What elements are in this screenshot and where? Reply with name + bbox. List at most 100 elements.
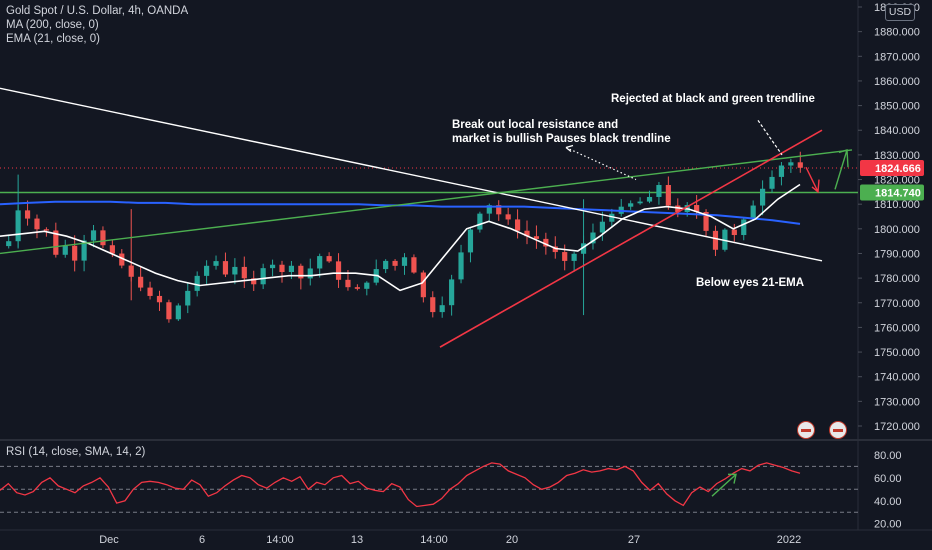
candle-body [477,213,483,230]
candle-body [458,252,464,280]
candle-body [34,218,40,230]
candle-body [562,252,568,261]
candle-body [505,214,511,220]
candle-body [656,185,662,197]
rsi-line [0,462,801,508]
candle-body [335,261,342,280]
candle-body [430,297,436,313]
candle-body [731,229,737,236]
price-tick-label: 1850.000 [874,101,920,113]
us-flag-icon[interactable] [797,421,815,439]
candle-body [543,238,549,247]
candle-body [646,196,653,202]
candle-body [797,162,803,168]
candle-body [119,253,125,266]
time-tick-label: 13 [351,534,363,546]
price-tick-label: 1810.000 [874,199,920,211]
candle-body [467,229,474,253]
us-flag-icon[interactable] [829,421,847,439]
candle-body [703,211,709,231]
time-tick-label: Dec [99,534,119,546]
candle-body [628,203,634,207]
candle-body [269,264,276,269]
rsi-tick-label: 60.00 [874,473,902,485]
candle-body [712,230,719,250]
candle-body [6,241,12,247]
candle-body [675,205,681,213]
price-tick-label: 1760.000 [874,322,920,334]
candle-body [401,257,408,266]
candle-body [147,287,153,296]
candle-body [326,256,332,262]
annotation-below-ema[interactable]: Below eyes 21-EMA [696,277,805,289]
time-tick-label: 20 [506,534,518,546]
time-tick-label: 14:00 [266,534,294,546]
time-tick-label: 27 [628,534,640,546]
candle-body [599,221,605,233]
candle-body [156,295,163,303]
candle-body [392,260,398,266]
candle-body [665,185,671,206]
current-price-tag-label: 1824.666 [875,163,921,175]
candle-body [486,205,492,214]
candle-body [750,205,756,220]
pointer-breakout-arrow [565,144,574,152]
candle-body [185,290,191,306]
candle-body [411,257,417,273]
candle-body [354,287,360,289]
rsi-tick-label: 80.00 [874,450,902,462]
symbol-legend[interactable]: Gold Spot / U.S. Dollar, 4h, OANDA [6,5,189,17]
candle-body [496,205,502,215]
candle-body [194,275,200,291]
candle-body [449,279,455,306]
candle-body [307,268,313,279]
candle-body [100,230,106,246]
ma-legend[interactable]: MA (200, close, 0) [6,19,99,31]
candle-body [72,245,78,261]
candle-body [769,176,775,189]
candle-body [24,210,31,219]
price-axis [858,0,932,550]
rsi-legend[interactable]: RSI (14, close, SMA, 14, 2) [6,446,146,458]
price-tick-label: 1790.000 [874,248,920,260]
candle-body [533,236,540,239]
price-tick-label: 1820.000 [874,175,920,187]
price-tick-label: 1770.000 [874,298,920,310]
price-tick-label: 1800.000 [874,224,920,236]
price-tick-label: 1870.000 [874,51,920,63]
candle-body [222,261,229,275]
price-tick-label: 1750.000 [874,347,920,359]
candle-body [298,265,304,279]
annotation-rejected[interactable]: Rejected at black and green trendline [611,93,815,105]
down-arrow-icon [805,166,820,194]
price-tick-label: 1780.000 [874,273,920,285]
pointer-breakout [565,146,637,181]
support-price-tag [860,184,924,201]
candle-body [175,305,181,320]
candle-body [420,272,426,298]
candle-body [514,219,521,231]
candles [6,151,803,323]
annotation-breakout-line2[interactable]: market is bullish Pauses black trendline [452,133,671,145]
ema-legend[interactable]: EMA (21, close, 0) [6,33,100,45]
support-price-tag-label: 1814.740 [875,187,921,199]
candle-body [760,188,766,206]
rsi-up-arrow-icon [711,473,737,497]
candle-body [741,219,747,236]
candle-body [288,265,295,273]
candle-body [590,232,596,244]
candle-body [43,229,49,231]
candle-body [166,302,172,320]
currency-selector[interactable]: USD [885,4,915,21]
candle-body [552,246,558,253]
candle-body [53,230,59,255]
green-trendline [0,149,853,255]
annotation-breakout-line1[interactable]: Break out local resistance and [452,119,619,131]
black-trendline [0,87,823,262]
candle-body [637,201,643,204]
candle-body [204,265,210,276]
time-tick-label: 14:00 [420,534,448,546]
pointer-rejected [757,120,783,156]
price-tick-label: 1730.000 [874,396,920,408]
